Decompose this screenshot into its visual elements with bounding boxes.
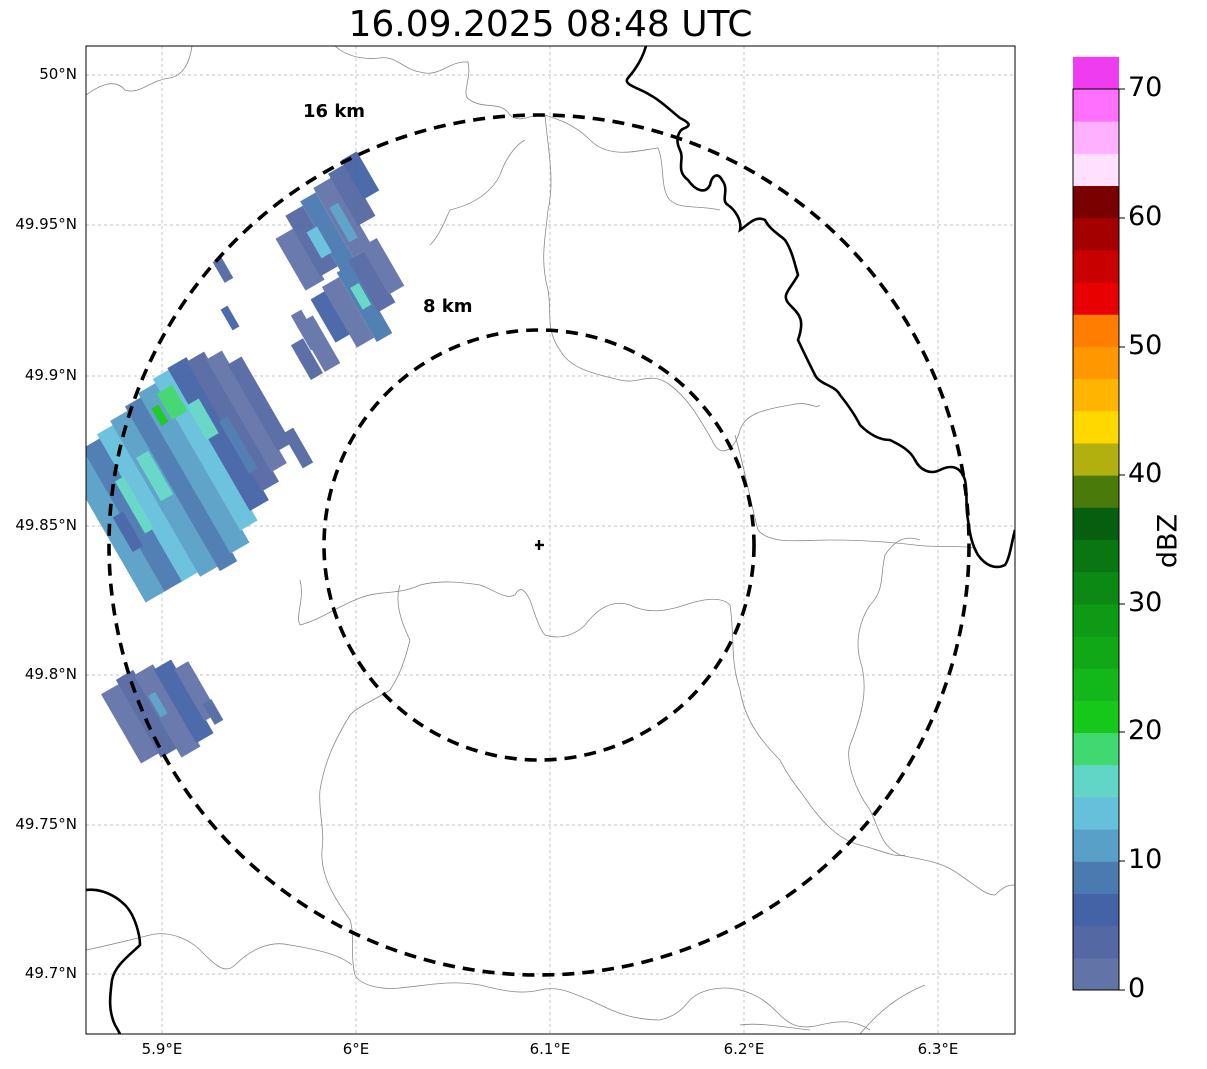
colorbar-band (1073, 410, 1119, 444)
colorbar-band (1073, 957, 1119, 991)
colorbar-band (1073, 346, 1119, 380)
lat-tick-label: 49.7°N (24, 964, 77, 982)
colorbar-band (1073, 539, 1119, 573)
colorbar-band (1073, 796, 1119, 830)
colorbar-band (1073, 732, 1119, 766)
colorbar-tick-label: 50 (1128, 330, 1163, 361)
colorbar-band (1073, 89, 1119, 122)
colorbar-band (1073, 56, 1119, 90)
map-border (85, 45, 1016, 1035)
lat-tick-label: 49.85°N (15, 516, 77, 534)
colorbar-tick-label: 70 (1128, 72, 1163, 103)
colorbar-band (1073, 185, 1119, 219)
lon-tick-label: 6°E (342, 1040, 370, 1058)
colorbar-tick-label: 60 (1128, 201, 1163, 232)
ring-label-8km: 8 km (423, 296, 473, 317)
national-border (86, 46, 1015, 1034)
colorbar-band (1073, 571, 1119, 605)
colorbar-ticks (1119, 88, 1125, 991)
colorbar-band (1073, 925, 1119, 959)
lon-tick-label: 6.2°E (723, 1040, 765, 1058)
colorbar-band (1073, 249, 1119, 283)
colorbar-band (1073, 636, 1119, 669)
grid-lines (86, 46, 1015, 1034)
colorbar-tick-label: 40 (1128, 458, 1163, 489)
lon-tick-label: 5.9°E (141, 1040, 183, 1058)
colorbar-border (1072, 88, 1120, 991)
colorbar-band (1073, 153, 1119, 187)
colorbar-band (1073, 603, 1119, 637)
colorbar-band (1073, 668, 1119, 701)
colorbar-band (1073, 861, 1119, 894)
colorbar-band (1073, 121, 1119, 154)
range-ring-16km (107, 113, 971, 977)
colorbar-tick-label: 30 (1128, 587, 1163, 618)
colorbar-band (1073, 282, 1119, 315)
lon-tick-label: 6.1°E (529, 1040, 571, 1058)
ring-label-16km: 16 km (303, 101, 365, 122)
lat-tick-label: 50°N (39, 65, 77, 83)
colorbar-band (1073, 893, 1119, 927)
colorbar-band (1073, 507, 1119, 540)
colorbar-band (1073, 442, 1119, 476)
colorbar-band (1073, 475, 1119, 508)
colorbar-band (1073, 314, 1119, 347)
radar-echoes (86, 151, 405, 764)
lon-tick-label: 6.3°E (917, 1040, 959, 1058)
colorbar-tick-label: 10 (1128, 844, 1163, 875)
lat-tick-label: 49.95°N (15, 215, 77, 233)
colorbar-band (1073, 764, 1119, 798)
radar-center-marker (535, 540, 544, 550)
lat-tick-label: 49.9°N (24, 366, 77, 384)
colorbar-band (1073, 700, 1119, 734)
range-rings (107, 113, 971, 977)
colorbar-band (1073, 217, 1119, 251)
colorbar-label: dBZ (1152, 513, 1184, 569)
colorbar-band (1073, 829, 1119, 862)
colorbar-tick-label: 20 (1128, 715, 1163, 746)
lat-tick-label: 49.8°N (24, 665, 77, 683)
colorbar-band (1073, 378, 1119, 412)
map-title: 16.09.2025 08:48 UTC (348, 4, 753, 45)
colorbar-tick-label: 0 (1128, 973, 1146, 1004)
colorbar (1073, 56, 1119, 991)
admin-boundaries (86, 46, 1015, 1034)
lat-tick-label: 49.75°N (15, 815, 77, 833)
range-ring-8km (322, 328, 756, 762)
